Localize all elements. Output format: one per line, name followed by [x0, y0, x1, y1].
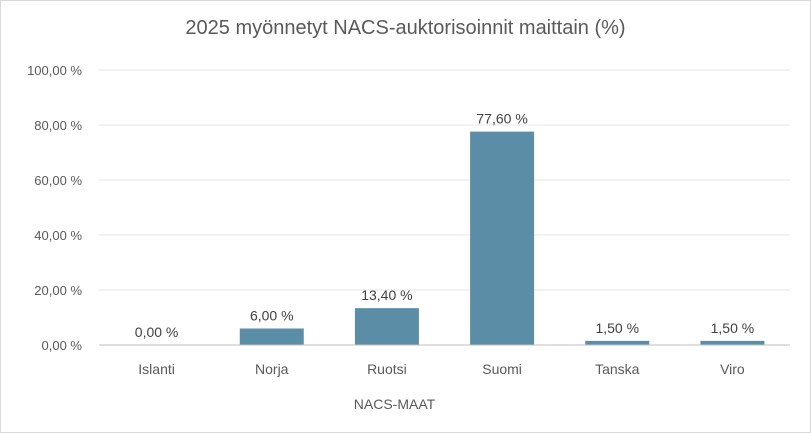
- x-category-label: Norja: [255, 361, 289, 377]
- y-axis-ticks: 0,00 % 20,00 % 40,00 % 60,00 % 80,00 % 100,00…: [27, 63, 82, 353]
- y-tick-label: 20,00 %: [34, 283, 82, 298]
- x-axis-title: NACS-MAAT: [354, 396, 436, 412]
- x-category-label: Viro: [720, 361, 745, 377]
- x-category-label: Ruotsi: [367, 361, 407, 377]
- x-category-label: Tanska: [595, 361, 640, 377]
- y-tick-label: 80,00 %: [34, 118, 82, 133]
- x-category-label: Islanti: [138, 361, 175, 377]
- data-label-ruotsi: 13,40 %: [361, 287, 412, 303]
- data-label-islanti: 0,00 %: [135, 324, 179, 340]
- x-category-label: Suomi: [482, 361, 522, 377]
- y-tick-label: 60,00 %: [34, 173, 82, 188]
- bar-suomi: [470, 131, 535, 345]
- gridlines: [99, 69, 790, 291]
- bar-tanska: [585, 340, 650, 345]
- bars: [239, 131, 765, 345]
- chart-title: 2025 myönnetyt NACS-auktorisoinnit maitt…: [185, 17, 626, 39]
- y-tick-label: 0,00 %: [42, 338, 83, 353]
- data-labels: 0,00 % 6,00 % 13,40 % 77,60 % 1,50 % 1,50 %: [135, 111, 754, 340]
- bar-ruotsi: [354, 308, 419, 345]
- data-label-viro: 1,50 %: [711, 320, 755, 336]
- data-label-suomi: 77,60 %: [476, 111, 527, 127]
- y-tick-label: 100,00 %: [27, 63, 82, 78]
- y-tick-label: 40,00 %: [34, 228, 82, 243]
- bar-norja: [239, 328, 304, 345]
- data-label-norja: 6,00 %: [250, 308, 294, 324]
- data-label-tanska: 1,50 %: [595, 320, 639, 336]
- x-axis-categories: Islanti Norja Ruotsi Suomi Tanska Viro: [138, 361, 745, 377]
- bar-viro: [700, 340, 765, 345]
